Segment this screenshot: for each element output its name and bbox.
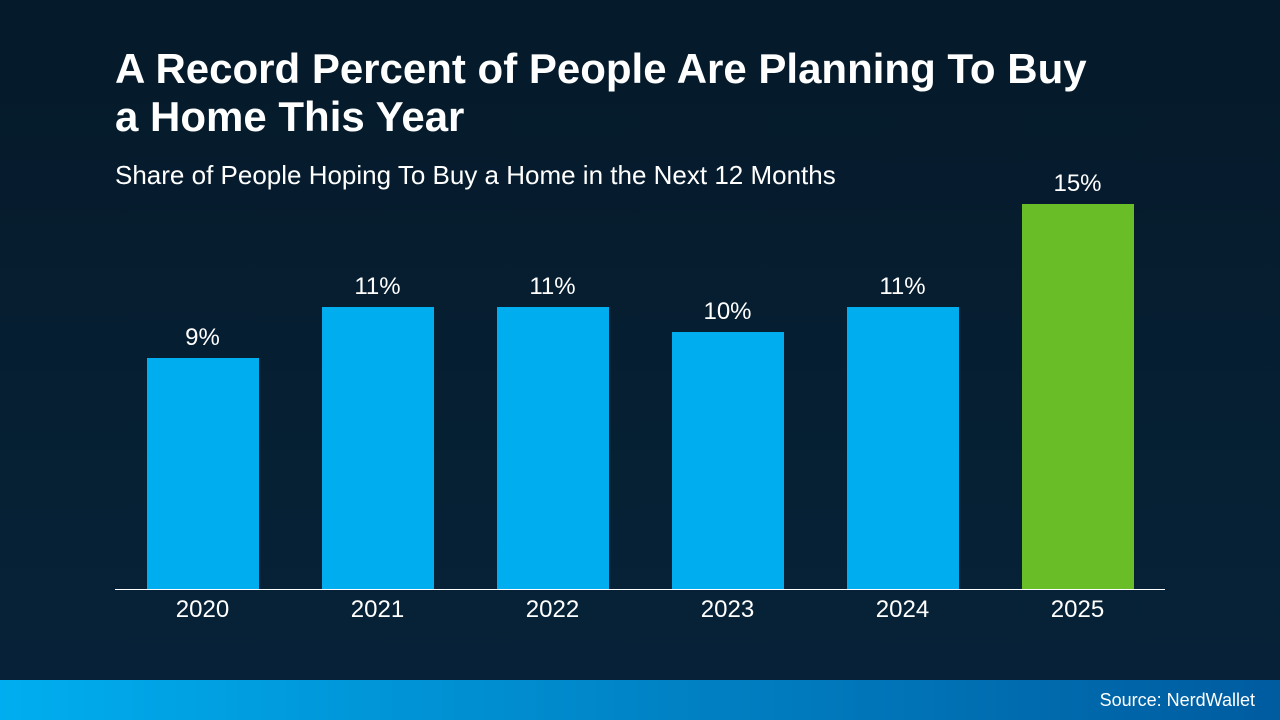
chart-title: A Record Percent of People Are Planning …: [115, 45, 1115, 142]
bar-slot: 11%2021: [290, 205, 465, 589]
category-label: 2024: [815, 596, 990, 624]
category-label: 2022: [465, 596, 640, 624]
bar-value-label: 9%: [115, 324, 290, 352]
bar: [497, 307, 609, 589]
bar: [322, 307, 434, 589]
plot-area: 9%202011%202111%202210%202311%202415%202…: [115, 205, 1165, 590]
bar: [147, 358, 259, 589]
category-label: 2023: [640, 596, 815, 624]
chart-subtitle: Share of People Hoping To Buy a Home in …: [115, 160, 836, 191]
footer-strip: Source: NerdWallet: [0, 680, 1280, 720]
bar-slot: 11%2022: [465, 205, 640, 589]
bar: [847, 307, 959, 589]
bar-chart: 9%202011%202111%202210%202311%202415%202…: [115, 205, 1165, 625]
category-label: 2025: [990, 596, 1165, 624]
bar-slot: 11%2024: [815, 205, 990, 589]
bar: [672, 332, 784, 589]
category-label: 2020: [115, 596, 290, 624]
slide: A Record Percent of People Are Planning …: [0, 0, 1280, 720]
source-text: Source: NerdWallet: [1100, 690, 1255, 711]
bar-slot: 9%2020: [115, 205, 290, 589]
bar-value-label: 11%: [815, 273, 990, 301]
bar-slot: 10%2023: [640, 205, 815, 589]
bar-value-label: 11%: [290, 273, 465, 301]
category-label: 2021: [290, 596, 465, 624]
bar-value-label: 11%: [465, 273, 640, 301]
bar-value-label: 15%: [990, 170, 1165, 198]
bar: [1022, 204, 1134, 589]
bar-slot: 15%2025: [990, 205, 1165, 589]
bar-value-label: 10%: [640, 298, 815, 326]
